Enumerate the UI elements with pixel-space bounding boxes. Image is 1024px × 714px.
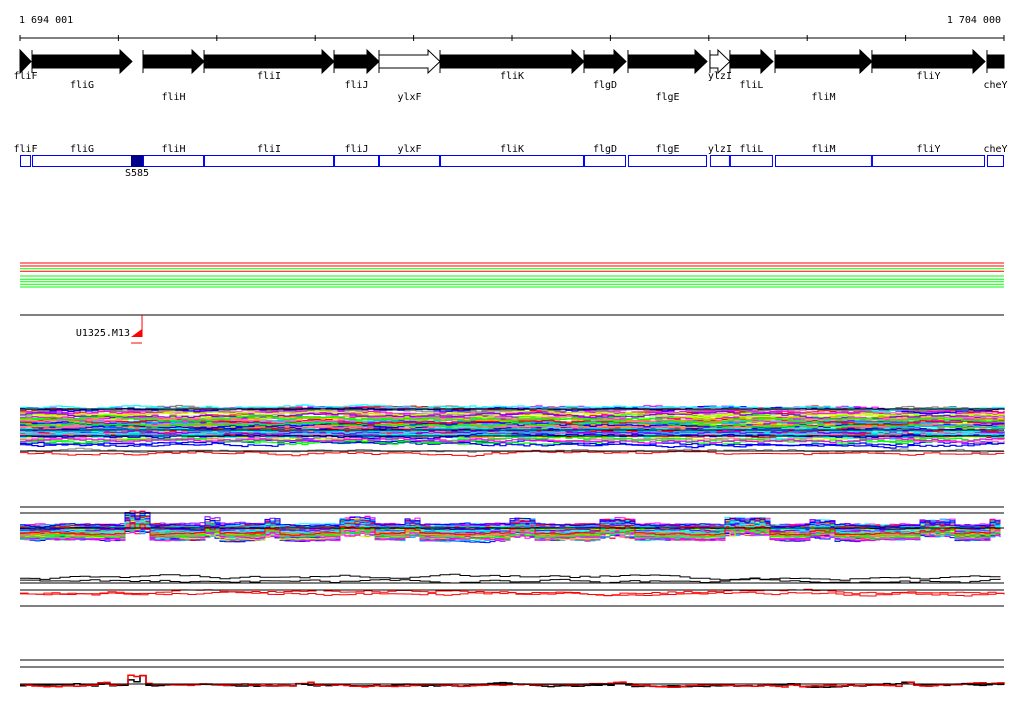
- gene-box-label-cheY: cheY: [983, 144, 1007, 155]
- gene-label-flgE: flgE: [655, 92, 679, 103]
- profile-line: [20, 439, 1005, 449]
- ruler-start-label: 1 694 001: [19, 15, 73, 26]
- gene-label-fliH: fliH: [161, 92, 185, 103]
- gene-arrow-fliH: [142, 48, 205, 75]
- gene-arrow-fliF: [19, 48, 32, 75]
- gene-arrow-cheY: [986, 54, 1005, 69]
- gene-box-flgE: [627, 155, 707, 167]
- profile-line: [20, 421, 1005, 429]
- gene-box-fliK: [440, 155, 584, 167]
- gene-arrow-fliM: [774, 48, 873, 75]
- horizontal-lines-track: [20, 262, 1004, 288]
- gene-box-label-fliG: fliG: [70, 144, 94, 155]
- gene-arrow-fliJ: [333, 48, 380, 75]
- profile-line: [20, 522, 1001, 536]
- marker-track: U1325.M13: [20, 314, 1004, 344]
- gene-arrow-fliK: [439, 48, 585, 75]
- gene-box-ylxF: [378, 155, 441, 167]
- gene-box-fliM: [775, 155, 872, 167]
- profile-line: [20, 573, 1001, 581]
- gene-arrow-ylxF: [378, 48, 441, 75]
- gene-arrow-flgE: [627, 48, 708, 75]
- gene-label-fliL: fliL: [739, 80, 763, 91]
- gene-box-label-ylzI: ylzI: [708, 144, 732, 155]
- gene-box-label-flgD: flgD: [593, 144, 617, 155]
- gene-box-label-ylxF: ylxF: [397, 144, 421, 155]
- gene-arrow-fliG: [31, 48, 133, 75]
- gene-box-flgD: [583, 155, 627, 167]
- profile-line: [20, 449, 1005, 457]
- feature-label: S585: [125, 168, 149, 179]
- gene-label-ylzI: ylzI: [708, 71, 732, 82]
- gene-label-fliG: fliG: [70, 80, 94, 91]
- gene-arrow-ylzI: [709, 48, 731, 75]
- profile-line: [20, 414, 1005, 424]
- gene-label-flgD: flgD: [593, 80, 617, 91]
- coordinate-ruler: [19, 35, 1005, 41]
- gene-box-cheY: [986, 155, 1004, 167]
- gene-arrow-flgD: [583, 48, 627, 75]
- gene-arrow-fliI: [203, 48, 335, 75]
- gene-box-label-fliL: fliL: [739, 144, 763, 155]
- gene-label-cheY: cheY: [983, 80, 1007, 91]
- ruler-end-label: 1 704 000: [947, 15, 1001, 26]
- gene-box-ylzI: [709, 155, 730, 167]
- gene-box-fliI: [204, 155, 335, 167]
- gene-box-label-fliF: fliF: [13, 144, 37, 155]
- marker-label: U1325.M13: [76, 328, 130, 339]
- profile-line: [20, 674, 1005, 688]
- gene-arrow-fliY: [871, 48, 986, 75]
- gene-box-label-fliY: fliY: [916, 144, 940, 155]
- gene-box-label-fliH: fliH: [161, 144, 185, 155]
- gene-box-label-fliK: fliK: [500, 144, 524, 155]
- gene-label-fliF: fliF: [13, 71, 37, 82]
- profile-plots: [20, 404, 1005, 688]
- gene-boxes-track: fliF fliG fliH fliI fliJ ylxF fliK flgD flgE ylzI…: [13, 144, 1007, 179]
- profile-line: [20, 421, 1005, 430]
- profile-line: [20, 577, 1001, 584]
- gene-box-fliY: [871, 155, 986, 167]
- gene-label-fliY: fliY: [916, 71, 940, 82]
- gene-box-fliG: [32, 155, 132, 167]
- gene-box-label-fliI: fliI: [257, 144, 281, 155]
- gene-box-label-flgE: flgE: [655, 144, 679, 155]
- gene-arrows-track: fliF fliG fliH fliI fliJ ylxF fliK flgD flgE ylzI…: [13, 48, 1008, 103]
- profile-line: [20, 512, 1001, 528]
- profile-line: [20, 591, 1005, 597]
- gene-label-fliJ: fliJ: [344, 80, 368, 91]
- gene-box-label-fliM: fliM: [811, 144, 835, 155]
- marker-flag-icon: [131, 329, 143, 337]
- gene-label-fliM: fliM: [811, 92, 835, 103]
- feature-block: [131, 155, 144, 167]
- gene-label-fliK: fliK: [500, 71, 524, 82]
- gene-box-label-fliJ: fliJ: [344, 144, 368, 155]
- gene-arrow-fliL: [729, 48, 774, 75]
- gene-label-fliI: fliI: [257, 71, 281, 82]
- gene-box-fliL: [729, 155, 773, 167]
- gene-label-ylxF: ylxF: [397, 92, 421, 103]
- gene-box-fliJ: [334, 155, 379, 167]
- gene-box-fliH: [143, 155, 205, 167]
- gene-box-fliF: [20, 155, 32, 167]
- profile-line: [20, 437, 1005, 444]
- profile-line: [20, 410, 1005, 418]
- profile-line: [20, 524, 1001, 540]
